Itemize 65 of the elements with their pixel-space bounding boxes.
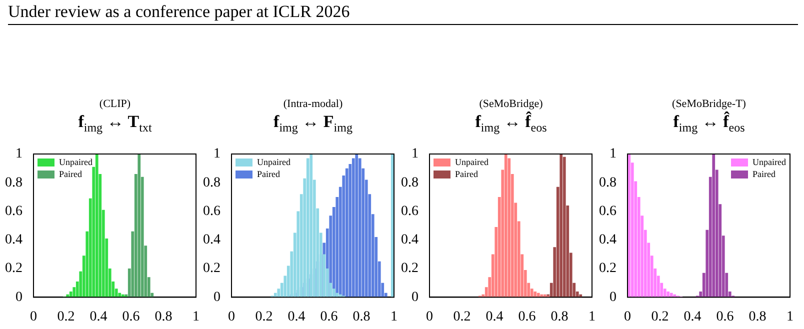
chart-subtitle: (SeMoBridge) xyxy=(478,98,544,112)
chart-title: f$_{img}$ ↔ f̂$_{eos}$ xyxy=(474,112,548,134)
y-tick-label: 0.8 xyxy=(203,175,220,190)
legend-label: Unpaired xyxy=(752,156,786,167)
x-tick-label: 0.4 xyxy=(486,309,504,324)
x-tick-label: 0.2 xyxy=(255,309,273,324)
x-tick-label: 0.8 xyxy=(550,309,568,324)
x-tick-label: 0 xyxy=(30,309,37,324)
y-tick-label: 0.8 xyxy=(5,175,22,190)
x-tick-label: 0.2 xyxy=(57,309,75,324)
x-tick-label: 0.8 xyxy=(748,309,766,324)
chart-subtitle: (CLIP) xyxy=(98,98,132,112)
x-tick-label: 0.8 xyxy=(352,309,370,324)
x-tick-label: 0.4 xyxy=(288,309,306,324)
y-tick-label: 0 xyxy=(16,290,22,305)
legend-label: Unpaired xyxy=(59,156,93,167)
y-tick-label: 0.6 xyxy=(599,204,616,219)
chart-title: f$_{img}$ ↔ F$_{img}$ xyxy=(272,112,354,134)
x-tick-label: 0.2 xyxy=(453,309,471,324)
y-tick-label: 0.6 xyxy=(401,204,418,219)
x-tick-label: 0.4 xyxy=(684,309,702,324)
y-tick-label: 0.8 xyxy=(401,175,418,190)
y-tick-label: 0 xyxy=(412,290,418,305)
y-tick-label: 0.6 xyxy=(203,204,220,219)
x-tick-label: 0.6 xyxy=(518,309,536,324)
y-tick-label: 1 xyxy=(610,146,616,162)
x-tick-label: 1 xyxy=(390,309,398,324)
chart-subtitle: (Intra-modal) xyxy=(282,98,344,112)
chart-title: f$_{img}$ ↔ f̂$_{eos}$ xyxy=(672,112,746,134)
legend-label: Paired xyxy=(752,168,776,179)
x-tick-label: 1 xyxy=(786,309,794,324)
y-tick-label: 0.4 xyxy=(203,232,220,248)
y-tick-label: 1 xyxy=(412,146,418,162)
x-tick-label: 0.8 xyxy=(154,309,172,324)
chart-subtitle: (SeMoBridge-T) xyxy=(671,98,747,112)
y-tick-label: 0.8 xyxy=(599,175,616,190)
x-tick-label: 0.6 xyxy=(122,309,140,324)
y-tick-label: 0 xyxy=(610,290,616,305)
x-tick-label: 1 xyxy=(588,309,596,324)
chart-title: f$_{img}$ ↔ T$_{txt}$ xyxy=(77,112,153,134)
text: Under review as a conference paper at ICLR 2026 xyxy=(8,2,798,22)
y-tick-label: 0.2 xyxy=(599,261,616,276)
legend-label: Unpaired xyxy=(455,156,489,167)
y-tick-label: 0.4 xyxy=(401,232,418,248)
y-tick-label: 0.6 xyxy=(5,204,22,219)
x-tick-label: 0 xyxy=(624,309,631,324)
legend-label: Paired xyxy=(59,168,82,179)
x-tick-label: 0.4 xyxy=(90,309,108,324)
legend-label: Paired xyxy=(257,168,280,179)
x-tick-label: 0.6 xyxy=(716,309,734,324)
y-tick-label: 0 xyxy=(214,290,220,305)
x-tick-label: 0 xyxy=(426,309,433,324)
y-tick-label: 0.2 xyxy=(5,261,22,276)
x-tick-label: 0.2 xyxy=(651,309,669,324)
y-tick-label: 1 xyxy=(214,146,220,162)
y-tick-label: 0.2 xyxy=(203,261,220,276)
y-tick-label: 0.2 xyxy=(401,261,418,276)
y-tick-label: 1 xyxy=(16,146,22,162)
x-tick-label: 0.6 xyxy=(320,309,338,324)
y-tick-label: 0.4 xyxy=(5,232,22,248)
legend-label: Unpaired xyxy=(257,156,291,167)
y-tick-label: 0.4 xyxy=(599,232,616,248)
legend-label: Paired xyxy=(455,168,478,179)
x-tick-label: 1 xyxy=(192,309,200,324)
x-tick-label: 0 xyxy=(228,309,235,324)
